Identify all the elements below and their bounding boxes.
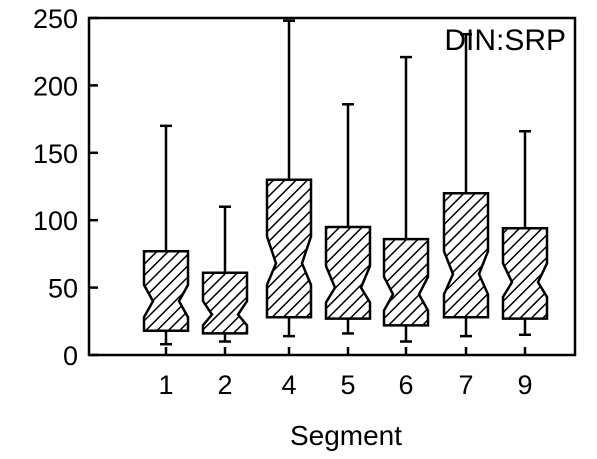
y-tick-label: 50 <box>48 274 78 304</box>
x-tick-label: 7 <box>458 370 473 400</box>
y-tick-label: 100 <box>33 206 78 236</box>
box-segment-2 <box>201 205 249 343</box>
notched-box <box>501 227 549 320</box>
y-tick-label: 200 <box>33 71 78 101</box>
plot-frame <box>87 16 577 357</box>
box-segment-1 <box>142 124 190 346</box>
x-tick-label: 4 <box>281 370 296 400</box>
notched-box <box>442 191 490 319</box>
y-tick-label: 0 <box>63 341 78 371</box>
chart-annotation: DIN:SRP <box>444 24 566 57</box>
x-axis-label: Segment <box>290 420 402 451</box>
box-segment-9 <box>501 129 549 337</box>
x-tick-label: 2 <box>217 370 232 400</box>
x-tick-label: 9 <box>517 370 532 400</box>
x-tick-label: 6 <box>398 370 413 400</box>
notched-box <box>142 249 190 332</box>
boxes-layer <box>142 19 549 346</box>
box-segment-5 <box>324 103 372 335</box>
y-tick-label: 150 <box>33 139 78 169</box>
notched-box <box>324 225 372 320</box>
box-segment-7 <box>442 32 490 338</box>
y-tick-label: 250 <box>33 4 78 34</box>
x-tick-label: 5 <box>340 370 355 400</box>
notched-box <box>265 178 313 319</box>
x-axis: 1 2 4 5 6 7 9 <box>158 347 533 400</box>
box-segment-6 <box>382 55 430 343</box>
notched-box <box>382 237 430 327</box>
box-segment-4 <box>265 19 313 338</box>
y-axis: 0 50 100 150 200 250 <box>33 4 98 371</box>
notched-box <box>201 271 249 335</box>
x-tick-label: 1 <box>158 370 173 400</box>
